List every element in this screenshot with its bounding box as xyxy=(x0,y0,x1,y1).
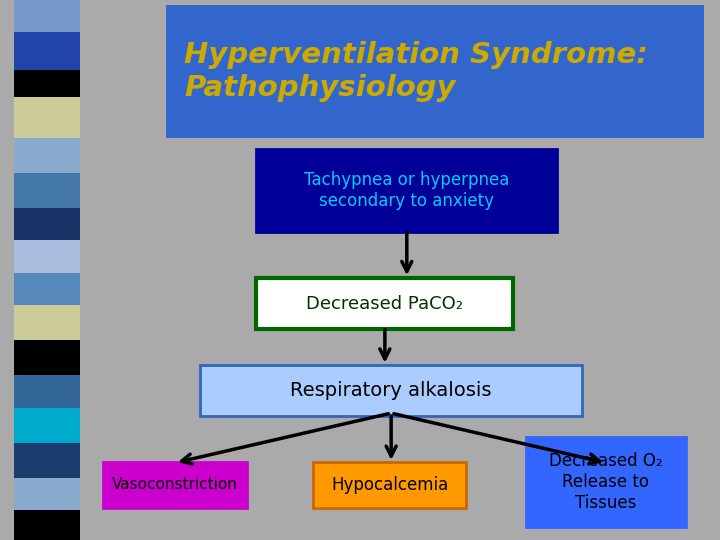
Bar xyxy=(14,208,79,240)
Text: Decreased O₂
Release to
Tissues: Decreased O₂ Release to Tissues xyxy=(549,452,662,512)
Bar xyxy=(14,138,79,173)
FancyBboxPatch shape xyxy=(526,437,685,526)
Text: Vasoconstriction: Vasoconstriction xyxy=(112,477,238,492)
Bar xyxy=(14,375,79,408)
Bar xyxy=(14,97,79,138)
Bar xyxy=(14,408,79,443)
Text: Decreased PaCO₂: Decreased PaCO₂ xyxy=(307,295,464,313)
FancyBboxPatch shape xyxy=(256,148,557,232)
Bar xyxy=(14,305,79,340)
Bar xyxy=(14,32,79,70)
Bar xyxy=(14,273,79,305)
FancyBboxPatch shape xyxy=(312,462,467,508)
Bar xyxy=(14,70,79,97)
FancyBboxPatch shape xyxy=(200,364,582,416)
Bar xyxy=(14,240,79,273)
FancyBboxPatch shape xyxy=(256,278,513,329)
FancyBboxPatch shape xyxy=(103,462,247,508)
Bar xyxy=(14,510,79,540)
Text: Hyperventilation Syndrome:
Pathophysiology: Hyperventilation Syndrome: Pathophysiolo… xyxy=(184,42,648,102)
Bar xyxy=(14,443,79,478)
FancyBboxPatch shape xyxy=(166,5,704,138)
Bar xyxy=(14,340,79,375)
Text: Hypocalcemia: Hypocalcemia xyxy=(331,476,448,494)
Text: Tachypnea or hyperpnea
secondary to anxiety: Tachypnea or hyperpnea secondary to anxi… xyxy=(304,171,510,210)
Text: Respiratory alkalosis: Respiratory alkalosis xyxy=(290,381,492,400)
Bar xyxy=(14,173,79,208)
Bar xyxy=(14,478,79,510)
Bar xyxy=(14,0,79,32)
